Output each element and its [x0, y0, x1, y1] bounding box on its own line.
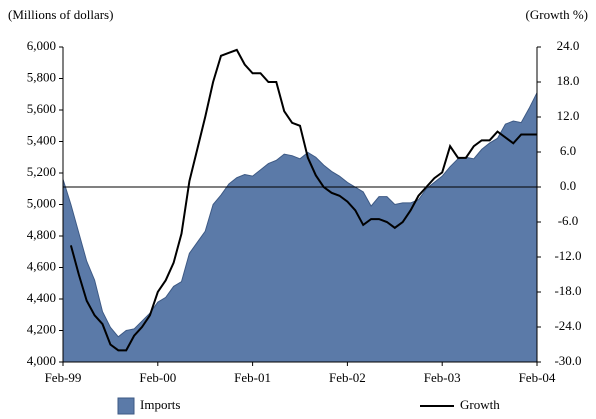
y-tick-label: 4,600 — [27, 258, 56, 273]
y2-axis-title: (Growth %) — [526, 7, 588, 22]
x-tick-label: Feb-99 — [45, 370, 82, 385]
y-tick-label: 4,000 — [27, 353, 56, 368]
y-axis-title: (Millions of dollars) — [8, 7, 113, 22]
x-tick-label: Feb-04 — [519, 370, 556, 385]
x-tick-label: Feb-01 — [234, 370, 271, 385]
y-tick-label: 6,000 — [27, 38, 56, 53]
y2-tick-label: 6.0 — [560, 143, 576, 158]
y-tick-label: 5,200 — [27, 164, 56, 179]
y-tick-label: 5,600 — [27, 101, 56, 116]
area — [62, 92, 538, 363]
x-tick-label: Feb-03 — [424, 370, 461, 385]
legend-label: Growth — [460, 397, 500, 412]
y2-tick-label: -30.0 — [554, 353, 581, 368]
y2-tick-label: 12.0 — [557, 108, 580, 123]
y-tick-label: 4,400 — [27, 290, 56, 305]
y2-tick-label: -24.0 — [554, 318, 581, 333]
y2-tick-label: 24.0 — [557, 38, 580, 53]
y2-tick-label: -6.0 — [558, 213, 579, 228]
x-tick-label: Feb-02 — [329, 370, 366, 385]
line — [69, 48, 537, 352]
y-tick-label: 5,000 — [27, 195, 56, 210]
legend-label: Imports — [140, 397, 180, 412]
y-tick-label: 4,800 — [27, 227, 56, 242]
legend-swatch — [117, 397, 135, 415]
x-tick-label: Feb-00 — [139, 370, 176, 385]
y2-tick-label: 0.0 — [560, 178, 576, 193]
y-tick-label: 4,200 — [27, 321, 56, 336]
y-tick-label: 5,800 — [27, 69, 56, 84]
y2-tick-label: -18.0 — [554, 283, 581, 298]
y2-tick-label: -12.0 — [554, 248, 581, 263]
y-tick-label: 5,400 — [27, 132, 56, 147]
y2-tick-label: 18.0 — [557, 73, 580, 88]
